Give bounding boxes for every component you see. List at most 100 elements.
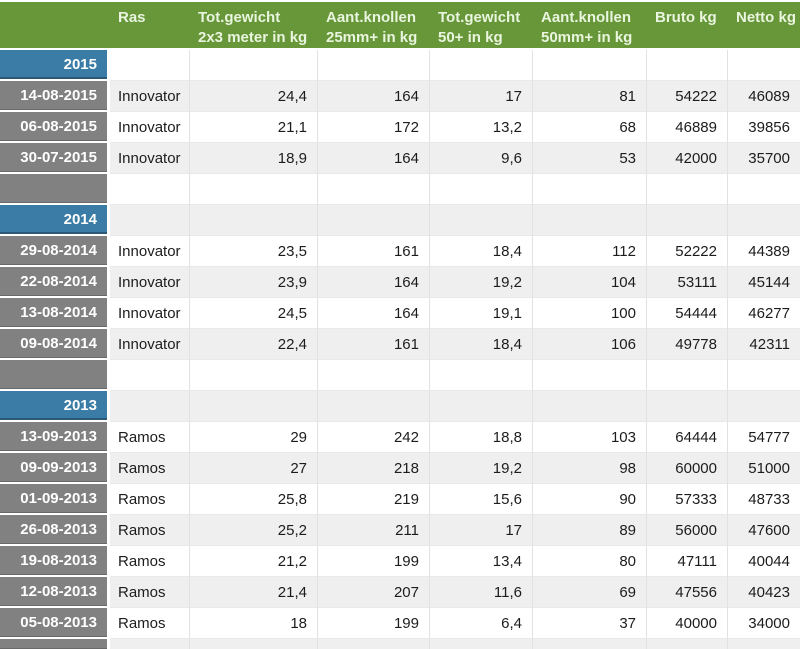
cell-aantknollen-25mm <box>318 360 430 391</box>
cell-totgewicht-2x3: 22,4 <box>190 329 318 360</box>
cell-totgewicht-2x3: 24,5 <box>190 298 318 329</box>
cell-aantknollen-50mm: 68 <box>533 112 647 143</box>
table-row: 2015 <box>0 50 800 81</box>
table-row <box>0 174 800 205</box>
header-cell-bruto-kg: Bruto kg <box>647 2 728 50</box>
cell-bruto-kg: 57333 <box>647 484 728 515</box>
cell-totgewicht-2x3: 23,5 <box>190 236 318 267</box>
cell-aantknollen-50mm: 98 <box>533 453 647 484</box>
cell-aantknollen-50mm <box>533 174 647 205</box>
row-label: 01-09-2013 <box>0 484 110 515</box>
cell-netto-kg: 45144 <box>728 267 800 298</box>
cell-aantknollen-50mm <box>533 205 647 236</box>
table-row: 13-08-2014 Innovator 24,5 164 19,1 100 5… <box>0 298 800 329</box>
row-label: 14-08-2015 <box>0 81 110 112</box>
cell-totgewicht-2x3: 18 <box>190 608 318 639</box>
table-header: Ras Tot.gewicht 2x3 meter in kg Aant.kno… <box>0 2 800 50</box>
cell-bruto-kg: 42000 <box>647 143 728 174</box>
table-row: 01-09-2013 Ramos 25,8 219 15,6 90 57333 … <box>0 484 800 515</box>
cell-totgewicht-50: 17 <box>430 515 533 546</box>
table-row: 30-07-2015 Innovator 18,9 164 9,6 53 420… <box>0 143 800 174</box>
cell-totgewicht-50: 19,2 <box>430 453 533 484</box>
cell-aantknollen-50mm: 103 <box>533 422 647 453</box>
cell-ras: Ramos <box>110 422 190 453</box>
cell-aantknollen-25mm <box>318 205 430 236</box>
cell-ras <box>110 639 190 649</box>
cell-totgewicht-50 <box>430 205 533 236</box>
cell-bruto-kg <box>647 205 728 236</box>
cell-netto-kg <box>728 174 800 205</box>
table-row: 09-09-2013 Ramos 27 218 19,2 98 60000 51… <box>0 453 800 484</box>
cell-ras: Innovator <box>110 143 190 174</box>
cell-aantknollen-25mm <box>318 639 430 649</box>
header-cell-netto-kg: Netto kg <box>728 2 800 50</box>
cell-bruto-kg: 56000 <box>647 515 728 546</box>
header-cell-aantknollen-50mm: Aant.knollen 50mm+ in kg <box>533 2 647 50</box>
cell-aantknollen-25mm: 199 <box>318 546 430 577</box>
table-row <box>0 360 800 391</box>
row-label: 06-08-2015 <box>0 112 110 143</box>
cell-ras: Ramos <box>110 577 190 608</box>
cell-netto-kg <box>728 205 800 236</box>
cell-ras: Ramos <box>110 546 190 577</box>
cell-aantknollen-25mm: 161 <box>318 329 430 360</box>
cell-ras: Innovator <box>110 112 190 143</box>
cell-totgewicht-50 <box>430 639 533 649</box>
cell-totgewicht-2x3: 25,2 <box>190 515 318 546</box>
row-label: 13-08-2014 <box>0 298 110 329</box>
cell-aantknollen-25mm: 199 <box>318 608 430 639</box>
cell-aantknollen-25mm: 161 <box>318 236 430 267</box>
cell-totgewicht-50 <box>430 174 533 205</box>
table-row: 12-08-2013 Ramos 21,4 207 11,6 69 47556 … <box>0 577 800 608</box>
cell-totgewicht-2x3: 21,2 <box>190 546 318 577</box>
cell-bruto-kg: 52222 <box>647 236 728 267</box>
table-row: 22-08-2014 Innovator 23,9 164 19,2 104 5… <box>0 267 800 298</box>
cell-netto-kg <box>728 50 800 81</box>
cell-totgewicht-2x3 <box>190 205 318 236</box>
cell-aantknollen-50mm: 69 <box>533 577 647 608</box>
cell-netto-kg: 47600 <box>728 515 800 546</box>
row-label: 12-08-2013 <box>0 577 110 608</box>
cell-totgewicht-50: 19,2 <box>430 267 533 298</box>
cell-netto-kg: 34000 <box>728 608 800 639</box>
cell-bruto-kg <box>647 639 728 649</box>
cell-totgewicht-2x3 <box>190 360 318 391</box>
table-row: 06-08-2015 Innovator 21,1 172 13,2 68 46… <box>0 112 800 143</box>
cell-aantknollen-25mm: 172 <box>318 112 430 143</box>
cell-totgewicht-2x3: 18,9 <box>190 143 318 174</box>
table-row: 29-08-2014 Innovator 23,5 161 18,4 112 5… <box>0 236 800 267</box>
header-row: Ras Tot.gewicht 2x3 meter in kg Aant.kno… <box>0 2 800 50</box>
table-row <box>0 639 800 649</box>
cell-netto-kg: 48733 <box>728 484 800 515</box>
table-row: 05-08-2013 Ramos 18 199 6,4 37 40000 340… <box>0 608 800 639</box>
header-cell-aantknollen-25mm: Aant.knollen 25mm+ in kg <box>318 2 430 50</box>
row-label: 09-08-2014 <box>0 329 110 360</box>
cell-ras <box>110 205 190 236</box>
cell-totgewicht-50: 6,4 <box>430 608 533 639</box>
cell-ras: Ramos <box>110 484 190 515</box>
cell-aantknollen-25mm: 242 <box>318 422 430 453</box>
cell-aantknollen-25mm <box>318 50 430 81</box>
cell-bruto-kg: 54444 <box>647 298 728 329</box>
cell-totgewicht-50 <box>430 360 533 391</box>
cell-totgewicht-50: 13,2 <box>430 112 533 143</box>
cell-bruto-kg <box>647 360 728 391</box>
row-label: 13-09-2013 <box>0 422 110 453</box>
cell-totgewicht-2x3: 25,8 <box>190 484 318 515</box>
cell-ras: Innovator <box>110 236 190 267</box>
cell-netto-kg <box>728 639 800 649</box>
cell-netto-kg <box>728 391 800 422</box>
cell-totgewicht-2x3: 23,9 <box>190 267 318 298</box>
cell-ras <box>110 50 190 81</box>
cell-aantknollen-50mm: 37 <box>533 608 647 639</box>
cell-netto-kg: 54777 <box>728 422 800 453</box>
cell-aantknollen-50mm: 80 <box>533 546 647 577</box>
cell-bruto-kg <box>647 174 728 205</box>
cell-netto-kg: 39856 <box>728 112 800 143</box>
cell-totgewicht-2x3: 24,4 <box>190 81 318 112</box>
cell-bruto-kg: 60000 <box>647 453 728 484</box>
cell-totgewicht-50 <box>430 391 533 422</box>
cell-ras: Ramos <box>110 453 190 484</box>
header-cell-blank <box>0 2 110 50</box>
